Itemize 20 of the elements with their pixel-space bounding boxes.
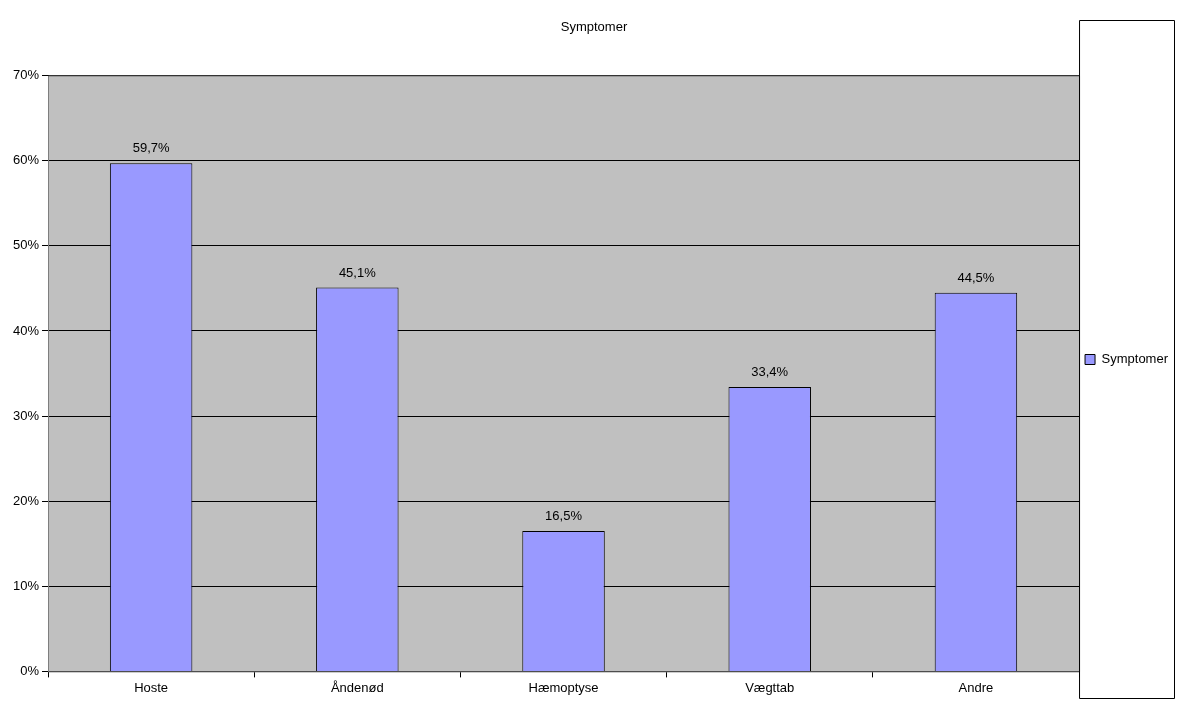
y-tick-label: 10%: [12, 577, 40, 593]
x-tick-label: Hæmoptyse: [528, 679, 599, 695]
x-tick-label: Vægttab: [745, 679, 795, 695]
x-tick-label: Andre: [958, 679, 994, 695]
y-tick-label: 20%: [12, 492, 40, 508]
data-label: 16,5%: [545, 508, 583, 524]
y-tick-label: 40%: [12, 322, 40, 338]
y-tick-label: 50%: [12, 237, 40, 253]
data-label: 45,1%: [338, 264, 377, 280]
chart-title: Symptomer: [560, 19, 628, 35]
data-label: 33,4%: [751, 364, 789, 380]
y-tick-label: 0%: [20, 662, 40, 678]
y-tick-label: 70%: [12, 67, 40, 83]
y-tick-label: 30%: [12, 407, 40, 423]
x-tick-label: Åndenød: [330, 679, 384, 695]
x-tick-label: Hoste: [134, 679, 169, 695]
legend-label: Symptomer: [1101, 351, 1169, 367]
y-tick-label: 60%: [12, 152, 40, 168]
data-label: 59,7%: [132, 140, 170, 156]
data-label: 44,5%: [957, 269, 995, 285]
